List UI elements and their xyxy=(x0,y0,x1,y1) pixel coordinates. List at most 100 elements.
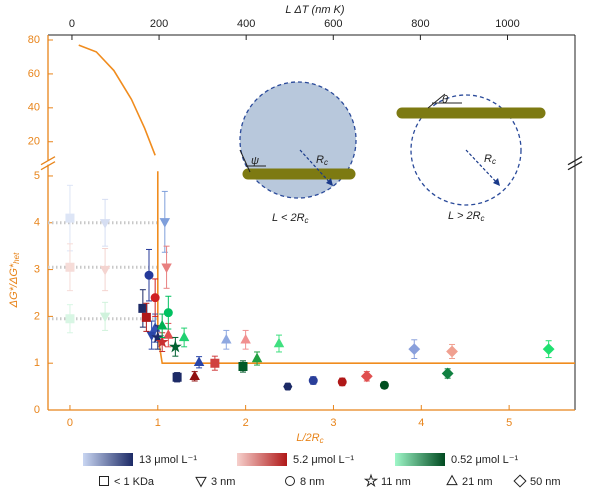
marker xyxy=(163,308,173,318)
legend-swatch xyxy=(237,453,287,466)
x-tick-label: 3 xyxy=(330,417,336,429)
inset-left xyxy=(239,81,357,199)
marker-legend-label: 8 nm xyxy=(300,476,324,488)
marker-legend-label: 3 nm xyxy=(211,476,235,488)
marker xyxy=(446,345,458,358)
rc-main: R xyxy=(484,153,492,165)
marker xyxy=(210,358,220,368)
left-caption: L < 2Rc xyxy=(272,212,309,225)
marker xyxy=(141,312,151,322)
theta-label: θ xyxy=(442,94,448,106)
y-title-main: ΔG*/ΔG* xyxy=(8,263,20,308)
theory-line xyxy=(156,171,575,364)
caption-main: L > 2R xyxy=(448,210,481,222)
marker xyxy=(99,219,111,229)
marker xyxy=(221,333,232,344)
marker xyxy=(161,263,172,274)
marker-legend-label: 11 nm xyxy=(381,476,411,488)
x2-tick-label: 600 xyxy=(324,18,342,30)
marker xyxy=(156,319,168,330)
y-axis-title: ΔG*/ΔG*het xyxy=(8,252,21,308)
x2-tick-label: 800 xyxy=(411,18,429,30)
radius-arrow xyxy=(465,149,501,187)
y2-tick-label: 40 xyxy=(28,102,40,114)
marker xyxy=(65,213,75,223)
marker xyxy=(542,343,555,356)
tangent xyxy=(239,149,251,173)
inset-right xyxy=(396,93,546,206)
legend-swatch xyxy=(83,453,133,466)
axis-break xyxy=(567,161,583,171)
psi-label: ψ xyxy=(251,155,259,167)
marker xyxy=(99,476,109,486)
rc-main: R xyxy=(316,154,324,166)
tangent xyxy=(427,93,446,109)
marker xyxy=(285,476,295,486)
x2-axis-title: L ΔT (nm K) xyxy=(285,4,344,16)
marker xyxy=(168,340,182,353)
theory-line xyxy=(78,44,156,156)
marker xyxy=(99,265,111,276)
marker xyxy=(65,314,75,324)
marker xyxy=(155,335,169,348)
marker-legend-label: 21 nm xyxy=(462,476,493,488)
y-tick-label: 5 xyxy=(34,170,40,182)
x-tick-label: 5 xyxy=(506,417,512,429)
droplet xyxy=(239,81,357,199)
marker xyxy=(446,474,458,486)
marker xyxy=(172,372,182,382)
rc-label: Rc xyxy=(316,154,328,167)
axis-break xyxy=(567,156,583,166)
marker xyxy=(195,476,207,488)
right-caption: L > 2Rc xyxy=(448,210,485,223)
marker xyxy=(283,382,293,391)
marker xyxy=(408,343,421,356)
marker xyxy=(240,333,251,344)
y-tick-label: 3 xyxy=(34,263,40,275)
y-tick-label: 0 xyxy=(34,404,40,416)
marker xyxy=(150,293,160,303)
rc-sub: c xyxy=(492,157,496,166)
x-tick-label: 0 xyxy=(67,417,73,429)
marker xyxy=(193,356,205,366)
x-title-main: L/2R xyxy=(296,432,319,444)
caption-sub: c xyxy=(481,214,485,223)
marker xyxy=(159,218,171,228)
caption-sub: c xyxy=(305,216,309,225)
marker xyxy=(238,361,248,371)
radius-arrow xyxy=(299,149,334,187)
marker xyxy=(99,312,111,323)
x2-tick-label: 1000 xyxy=(495,18,519,30)
y2-tick-label: 80 xyxy=(28,34,40,46)
legend-swatch xyxy=(395,453,445,466)
marker xyxy=(273,337,285,348)
arrow-head xyxy=(326,178,333,186)
caption-main: L < 2R xyxy=(272,212,305,224)
marker xyxy=(189,370,200,380)
marker xyxy=(65,262,75,272)
legend-label: 5.2 μmol L⁻¹ xyxy=(293,454,354,466)
y-title-sub: het xyxy=(12,252,21,264)
marker xyxy=(441,367,454,380)
x-tick-label: 4 xyxy=(418,417,424,429)
arrow-head xyxy=(493,178,500,186)
marker xyxy=(308,376,318,386)
marker xyxy=(144,270,154,280)
y2-tick-label: 20 xyxy=(28,136,40,148)
y-tick-label: 2 xyxy=(34,310,40,322)
rc-label: Rc xyxy=(484,153,496,166)
marker xyxy=(337,377,347,387)
legend-label: 0.52 μmol L⁻¹ xyxy=(451,454,519,466)
rc-sub: c xyxy=(324,158,328,167)
y-tick-label: 4 xyxy=(34,217,40,229)
x-tick-label: 2 xyxy=(243,417,249,429)
x2-tick-label: 0 xyxy=(69,18,75,30)
x-tick-label: 1 xyxy=(155,417,161,429)
marker xyxy=(360,370,373,383)
x2-tick-label: 400 xyxy=(237,18,255,30)
axis-break xyxy=(40,156,56,166)
marker xyxy=(178,331,190,342)
marker xyxy=(138,303,148,313)
x-title-sub: c xyxy=(320,436,324,445)
